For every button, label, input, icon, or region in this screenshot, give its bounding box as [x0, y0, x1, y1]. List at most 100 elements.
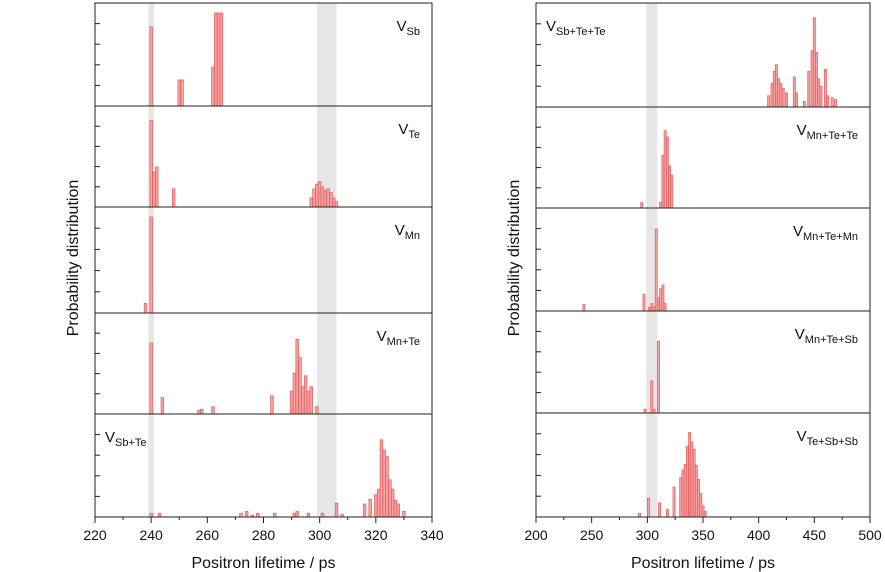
histogram-bar [692, 448, 696, 518]
panel-frame [535, 310, 871, 414]
histogram-bar [812, 17, 816, 108]
x-tick-label: 200 [524, 527, 548, 543]
histogram-bar [390, 488, 395, 518]
histogram-bar [648, 306, 651, 312]
x-tick-label: 250 [580, 527, 604, 543]
histogram-bar [155, 166, 159, 208]
histogram-bar [652, 408, 656, 414]
x-tick-label: 340 [420, 527, 444, 543]
panel-label-sub: Te+Sb+Sb [807, 436, 858, 448]
histogram-bar [298, 357, 302, 415]
histogram-bar [244, 511, 249, 518]
histogram-bar [683, 464, 687, 518]
histogram-bar [309, 386, 313, 415]
histogram-bar [149, 512, 153, 518]
histogram-bar [681, 469, 685, 518]
histogram-bar [180, 79, 184, 107]
x-axis-title: Positron lifetime / ps [631, 555, 775, 572]
panel-frame [535, 207, 871, 312]
histogram-bar [819, 85, 823, 108]
panel-label: VSb+Te+Te [546, 18, 606, 38]
histogram-bar [665, 509, 669, 518]
histogram-bar [216, 12, 221, 107]
histogram-bar [830, 97, 834, 108]
histogram-bar [659, 202, 663, 209]
histogram-bar [665, 136, 669, 209]
chart-2: VSb+Te+TeVMn+Te+TeVMn+Te+MnVMn+Te+SbVTe+… [506, 2, 882, 572]
histogram-bar [292, 372, 297, 415]
panel-label: VTe+Sb+Sb [797, 428, 858, 448]
histogram-bar [295, 511, 299, 518]
histogram-bar [661, 284, 665, 312]
histogram-bar [320, 186, 325, 208]
histogram-bar [211, 66, 215, 107]
histogram-bar [374, 494, 378, 518]
histogram-bar [661, 154, 665, 209]
histogram-bar [334, 201, 339, 208]
histogram-bar [697, 479, 700, 518]
histogram-bar [810, 50, 814, 108]
histogram-bar [379, 439, 384, 518]
histogram-bar [197, 410, 201, 415]
histogram-bar [149, 26, 153, 107]
histogram-bar [312, 188, 316, 208]
histogram-bar [679, 477, 683, 518]
histogram-bar [177, 79, 181, 107]
histogram-bar [376, 488, 381, 518]
panel-label: VSb [397, 18, 420, 38]
histogram-bar [256, 512, 260, 518]
histogram-bar [160, 397, 165, 415]
panel-frame [94, 2, 433, 107]
panel-label-sub: Mn+Te+Te [807, 130, 858, 142]
histogram-bar [303, 375, 308, 415]
histogram-bar [663, 130, 667, 209]
x-tick-label: 220 [83, 527, 107, 543]
histogram-bar [652, 306, 656, 312]
histogram-bar [315, 406, 319, 415]
histogram-bar [668, 165, 672, 209]
shaded-band [646, 3, 658, 517]
panel-label-sub: Sb+Te+Te [556, 26, 606, 38]
histogram-bar [686, 446, 689, 518]
panel-label: VMn+Te+Mn [793, 223, 858, 243]
histogram-bar [143, 303, 148, 314]
histogram-bar [672, 486, 676, 518]
histogram-bar [289, 390, 294, 415]
x-tick-label: 280 [252, 527, 276, 543]
histogram-bar [690, 441, 694, 518]
panel-label-main: V [395, 222, 405, 239]
histogram-bar [638, 512, 641, 518]
histogram-bar [385, 456, 389, 518]
histogram-bar [770, 83, 774, 108]
histogram-bar [795, 92, 798, 108]
histogram-bar [306, 512, 311, 518]
histogram-bar [657, 340, 660, 414]
histogram-bar [777, 78, 781, 108]
histogram-bar [214, 12, 218, 107]
histogram-bar [785, 92, 788, 108]
panel-frame [94, 105, 433, 208]
histogram-bar [688, 432, 692, 518]
x-tick-label: 450 [803, 527, 827, 543]
panel-label-main: V [546, 18, 556, 35]
histogram-bar [332, 197, 336, 208]
panel-label-sub: Mn+Te [387, 336, 420, 348]
histogram-bar [149, 342, 153, 415]
panel-label: VMn+Te+Te [797, 122, 858, 142]
histogram-bar [388, 479, 392, 518]
histogram-bar [703, 511, 707, 518]
histogram-bar [640, 202, 644, 209]
histogram-bar [309, 197, 313, 208]
histogram-bar [270, 395, 274, 415]
histogram-bar [149, 120, 153, 208]
x-tick-label: 240 [139, 527, 163, 543]
histogram-bar [306, 390, 311, 415]
histogram-bar [658, 502, 661, 518]
histogram-bar [650, 380, 654, 414]
panel-label: VSb+Te [105, 429, 147, 449]
histogram-bar [781, 87, 785, 108]
histogram-bar [382, 449, 386, 518]
histogram-bar [326, 188, 330, 208]
histogram-bar [200, 409, 204, 415]
histogram-bar [657, 297, 660, 312]
